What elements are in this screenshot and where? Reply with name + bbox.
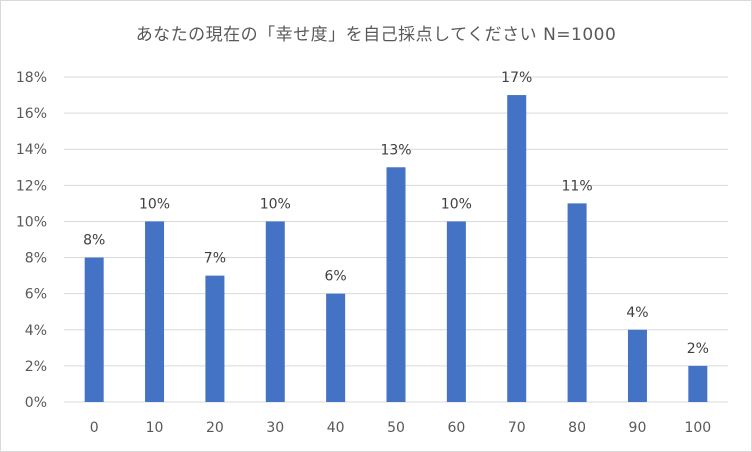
bar [627,329,647,402]
y-tick-label: 12% [16,178,47,194]
data-label: 10% [260,196,291,212]
bar [205,275,225,402]
bar [84,257,104,402]
data-label: 6% [325,269,347,285]
x-tick-label: 20 [206,420,224,436]
x-axis-tick-labels: 0 10 20 30 40 50 60 70 80 90 100 [90,420,711,436]
y-tick-label: 16% [16,106,47,122]
x-tick-label: 100 [684,420,711,436]
data-label: 10% [139,196,170,212]
x-tick-label: 10 [146,420,164,436]
y-tick-label: 6% [25,287,47,303]
data-label: 8% [83,233,105,249]
bar [567,203,587,402]
bar [265,221,285,402]
x-tick-label: 40 [327,420,345,436]
y-axis-tick-labels: 0% 2% 4% 6% 8% 10% 12% 14% 16% 18% [16,70,47,411]
data-label: 17% [501,70,532,86]
x-tick-label: 0 [90,420,99,436]
data-label: 10% [441,196,472,212]
data-label: 11% [562,178,593,194]
bar [688,365,708,402]
y-tick-label: 14% [16,142,47,158]
data-label: 4% [626,305,648,321]
y-tick-label: 10% [16,214,47,230]
y-tick-label: 0% [25,395,47,411]
x-tick-label: 50 [387,420,405,436]
y-tick-label: 8% [25,251,47,267]
x-tick-label: 70 [508,420,526,436]
data-label: 13% [380,142,411,158]
bars [84,95,708,403]
bar [145,221,165,402]
data-label: 7% [204,251,226,267]
bar [326,293,346,402]
x-tick-label: 90 [629,420,647,436]
x-tick-label: 80 [568,420,586,436]
bar [386,167,406,402]
bar [446,221,466,402]
chart-title: あなたの現在の「幸せ度」を自己採点してください N=1000 [135,25,617,45]
y-tick-label: 4% [25,323,47,339]
x-tick-label: 30 [266,420,284,436]
data-labels: 8% 10% 7% 10% 6% 13% 10% 17% 11% 4% 2% [83,70,709,357]
data-label: 2% [687,341,709,357]
bar [507,95,527,403]
x-tick-label: 60 [447,420,465,436]
y-tick-label: 2% [25,359,47,375]
y-tick-label: 18% [16,70,47,86]
